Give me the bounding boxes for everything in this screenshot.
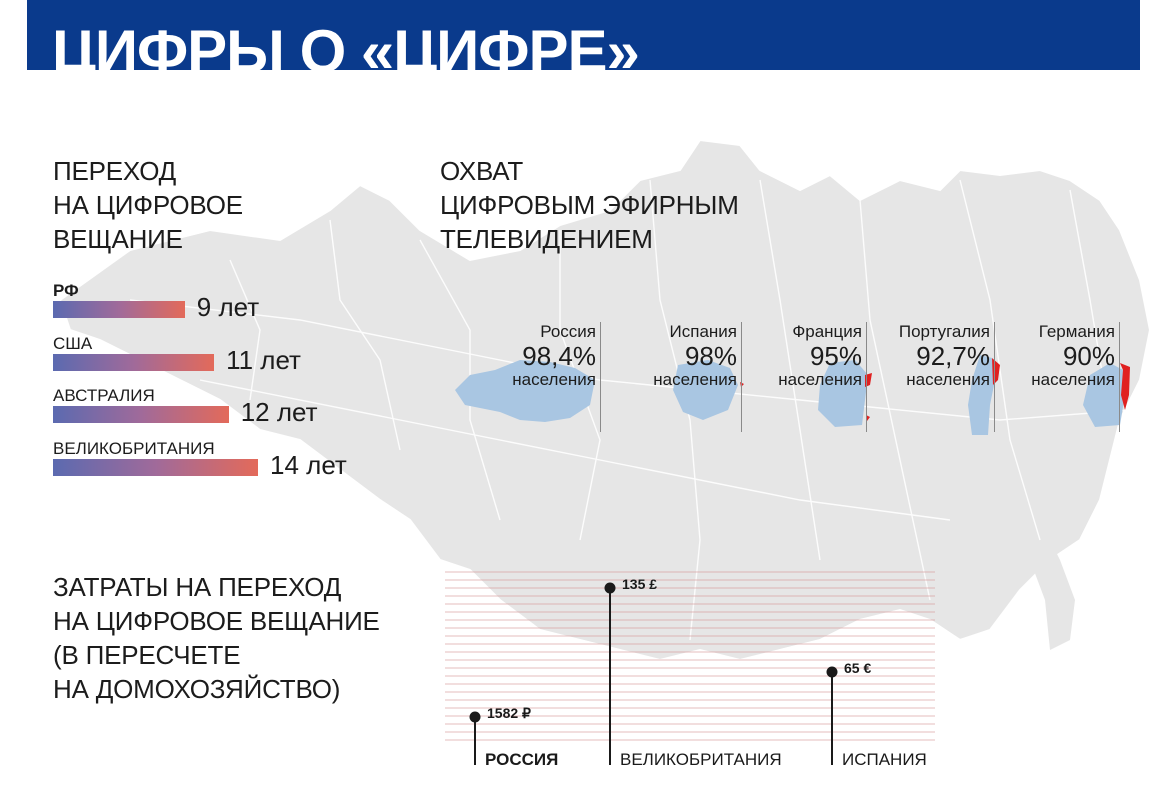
transition-country-label: США [53, 334, 93, 353]
transition-country-label: ВЕЛИКОБРИТАНИЯ [53, 439, 215, 458]
stripe-background [445, 571, 935, 741]
transition-title-line: ВЕЩАНИЕ [53, 224, 183, 254]
cost-value-label: 135 £ [622, 576, 657, 592]
transition-country-label: АВСТРАЛИЯ [53, 386, 155, 405]
cost-point [826, 666, 838, 678]
transition-title: ПЕРЕХОД НА ЦИФРОВОЕ ВЕЩАНИЕ [53, 154, 243, 256]
coverage-value: 92,7% [916, 341, 990, 371]
transition-title-line: НА ЦИФРОВОЕ [53, 190, 243, 220]
coverage-unit: населения [1031, 370, 1115, 389]
coverage-country: Россия [540, 322, 596, 341]
coverage-title-line: ОХВАТ [440, 156, 524, 186]
transition-row-australia: АВСТРАЛИЯ 12 лет [53, 386, 318, 425]
transition-country-label: РФ [53, 281, 79, 300]
header-banner: ЦИФРЫ О «ЦИФРЕ» [27, 0, 1140, 70]
transition-bar [53, 354, 215, 371]
cost-category-label: ВЕЛИКОБРИТАНИЯ [620, 750, 782, 769]
cost-point [469, 711, 481, 723]
cost-category-label: ИСПАНИЯ [842, 750, 927, 769]
transition-row-usa: США 11 лет [53, 334, 301, 373]
costs-title: ЗАТРАТЫ НА ПЕРЕХОД НА ЦИФРОВОЕ ВЕЩАНИЕ (… [53, 570, 380, 706]
coverage-title: ОХВАТ ЦИФРОВЫМ ЭФИРНЫМ ТЕЛЕВИДЕНИЕМ [440, 154, 739, 256]
transition-row-rf: РФ 9 лет [53, 281, 259, 320]
costs-title-line: ЗАТРАТЫ НА ПЕРЕХОД [53, 572, 342, 602]
coverage-title-line: ЦИФРОВЫМ ЭФИРНЫМ [440, 190, 739, 220]
transition-bar [53, 459, 258, 476]
germany-shape [1083, 363, 1130, 427]
coverage-country: Испания [669, 322, 737, 341]
coverage-item-portugal: Португалия 92,7% населения [875, 322, 995, 432]
transition-row-uk: ВЕЛИКОБРИТАНИЯ 14 лет [53, 439, 347, 478]
cost-value-label: 65 € [844, 660, 871, 676]
coverage-unit: населения [778, 370, 862, 389]
costs-title-line: НА ЦИФРОВОЕ ВЕЩАНИЕ [53, 606, 380, 636]
coverage-unit: населения [512, 370, 596, 389]
cost-category-label: РОССИЯ [485, 750, 558, 769]
transition-years-label: 11 лет [226, 345, 301, 375]
coverage-value: 90% [1062, 341, 1115, 371]
coverage-title-line: ТЕЛЕВИДЕНИЕМ [440, 224, 653, 254]
transition-bar [53, 301, 185, 318]
coverage-country: Португалия [898, 322, 990, 341]
transition-bar [53, 406, 229, 423]
transition-title-line: ПЕРЕХОД [53, 156, 177, 186]
coverage-value: 95% [809, 341, 862, 371]
transition-years-label: 14 лет [270, 450, 347, 480]
costs-title-line: (В ПЕРЕСЧЕТЕ [53, 640, 241, 670]
page-title: ЦИФРЫ О «ЦИФРЕ» [52, 18, 640, 71]
coverage-country: Германия [1038, 322, 1115, 341]
cost-point [604, 582, 616, 594]
coverage-item-germany: Германия 90% населения [1000, 322, 1120, 432]
russia-shape [455, 360, 595, 422]
cost-value-label: 1582 ₽ [487, 705, 531, 721]
cost-marks: 1582 ₽ РОССИЯ 135 £ ВЕЛИКОБРИТАНИЯ 65 € ИСПАН… [469, 576, 927, 769]
coverage-unit: населения [906, 370, 990, 389]
transition-years-label: 12 лет [240, 397, 318, 427]
coverage-value: 98,4% [522, 341, 596, 371]
coverage-item-russia: Россия 98,4% населения [481, 322, 601, 432]
coverage-country: Франция [792, 322, 862, 341]
coverage-unit: населения [653, 370, 737, 389]
coverage-item-france: Франция 95% населения [747, 322, 867, 432]
costs-title-line: НА ДОМОХОЗЯЙСТВО) [53, 674, 341, 704]
transition-years-label: 9 лет [196, 292, 260, 322]
coverage-value: 98% [684, 341, 737, 371]
coverage-item-spain: Испания 98% населения [622, 322, 742, 432]
